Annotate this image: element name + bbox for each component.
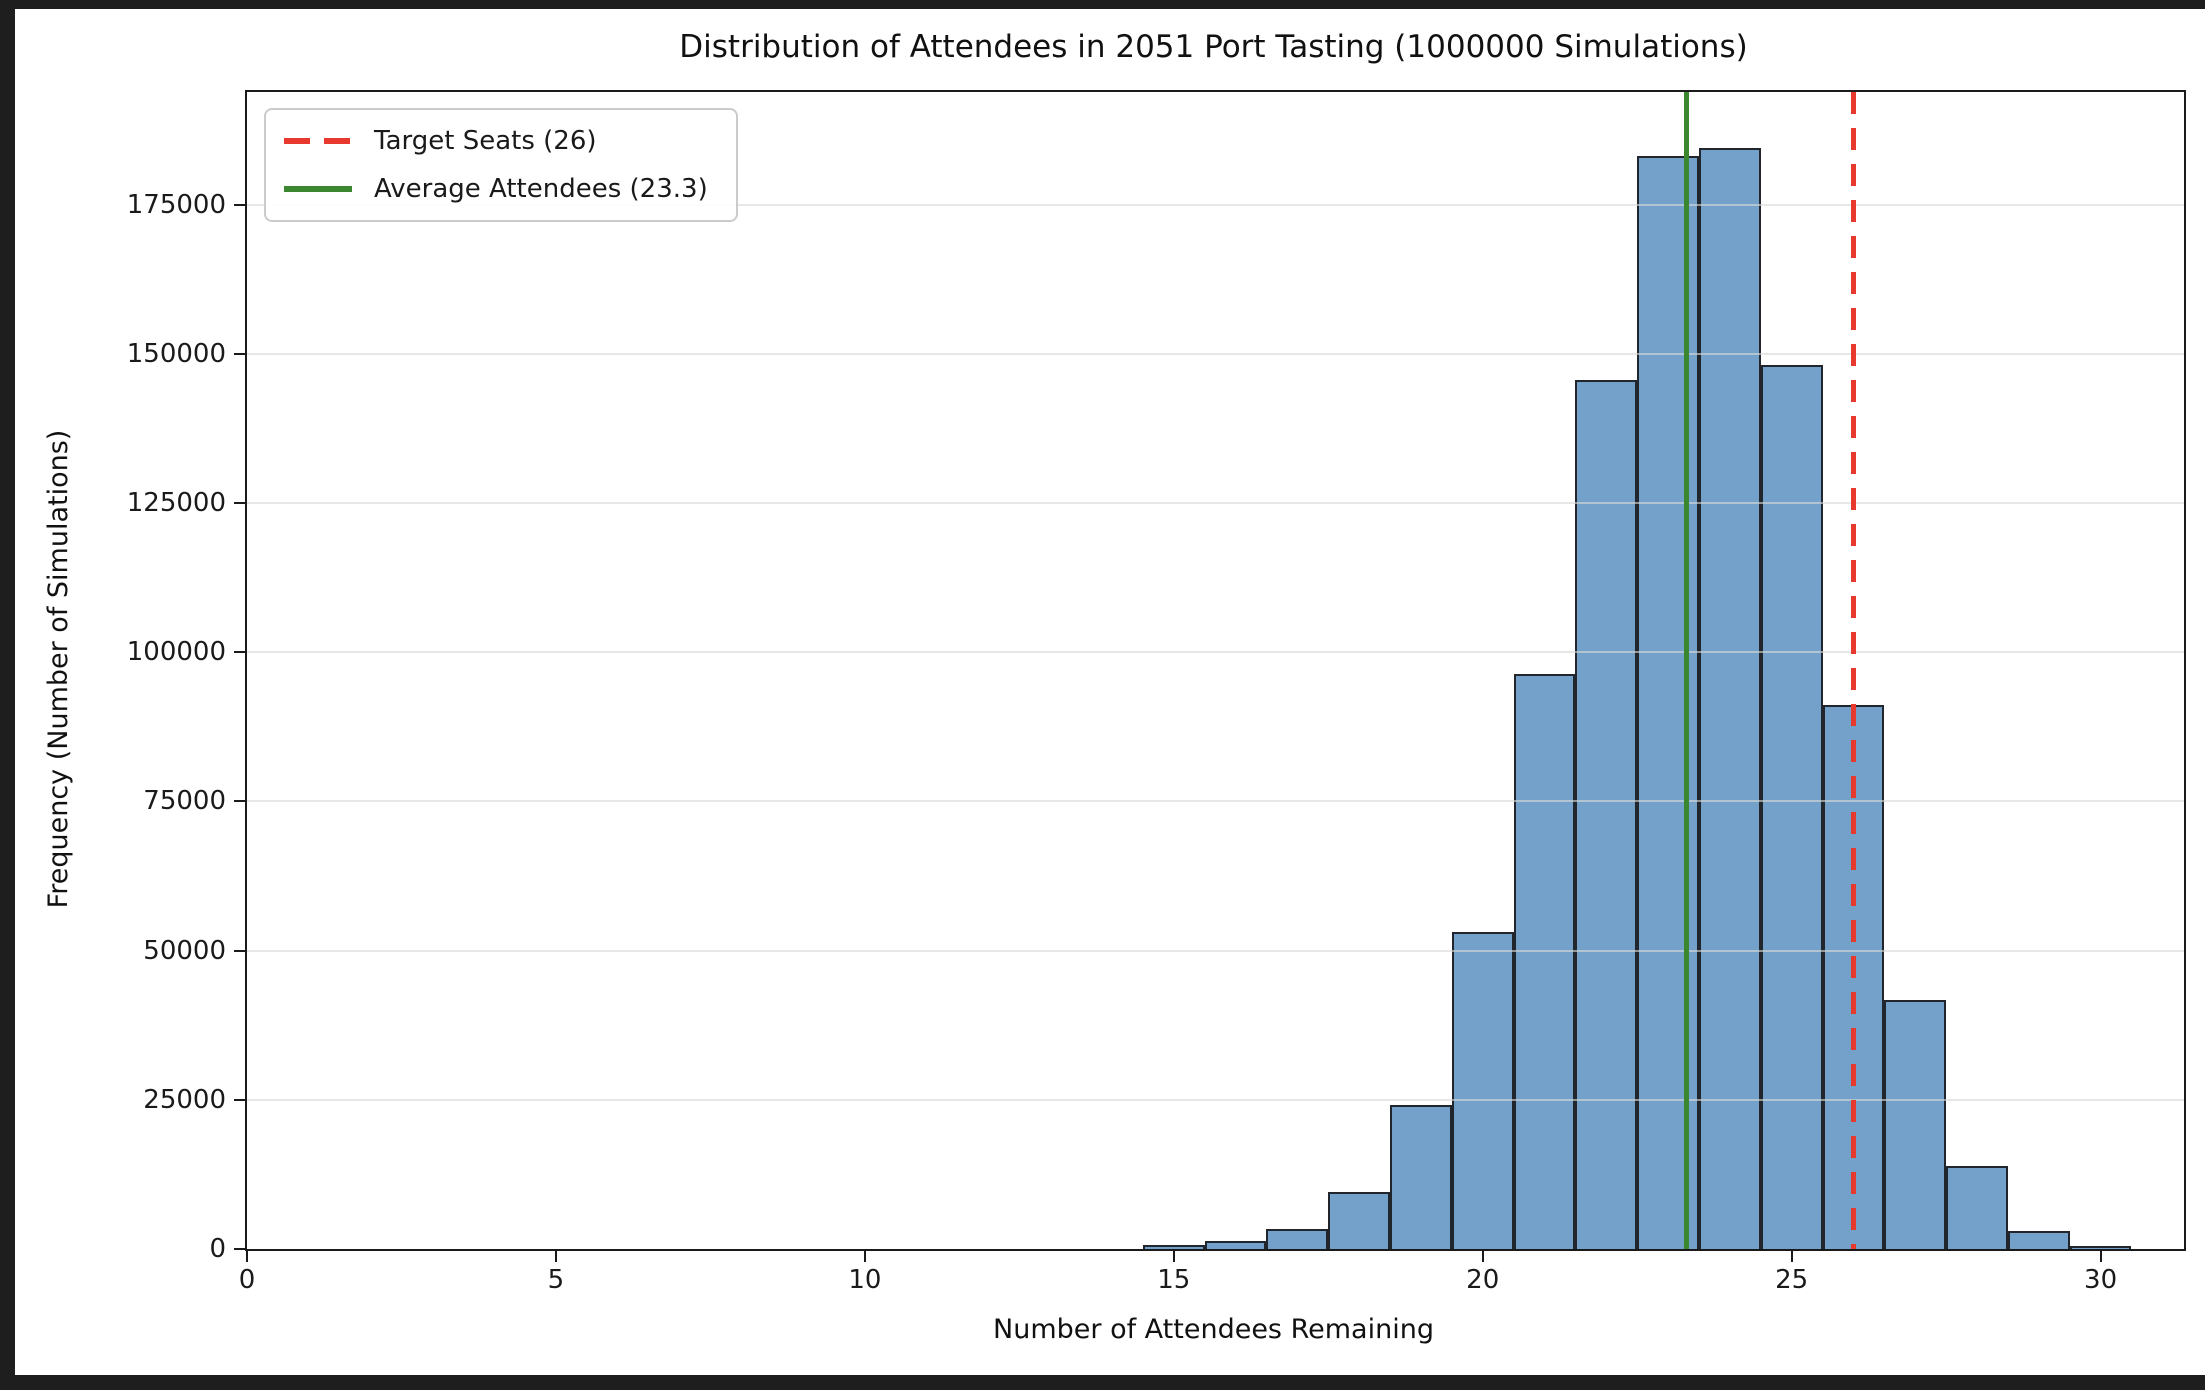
gridline-y-125000: [247, 502, 2184, 505]
y-tick-mark-150000: [234, 352, 245, 355]
x-tick-mark-20: [1481, 1251, 1484, 1262]
y-tick-label-100000: 100000: [126, 637, 226, 668]
legend-item-average-attendees: Average Attendees (23.3): [284, 174, 708, 204]
x-axis-label: Number of Attendees Remaining: [993, 1314, 1434, 1345]
x-tick-mark-25: [1790, 1251, 1793, 1262]
y-tick-label-125000: 125000: [126, 488, 226, 519]
x-tick-mark-5: [554, 1251, 557, 1262]
legend-item-target-seats: Target Seats (26): [284, 126, 708, 156]
x-tick-label-25: 25: [1775, 1265, 1809, 1295]
legend-label-average-attendees: Average Attendees (23.3): [374, 174, 708, 204]
histogram-bar-24: [1698, 148, 1761, 1249]
histogram-bar-30: [2069, 1246, 2132, 1249]
x-tick-mark-15: [1172, 1251, 1175, 1262]
green-solid-line-swatch: [284, 186, 352, 192]
y-tick-mark-75000: [234, 800, 245, 803]
x-tick-label-20: 20: [1466, 1265, 1500, 1295]
histogram-bar-15: [1142, 1245, 1205, 1249]
gridline-y-100000: [247, 651, 2184, 654]
figure-canvas: Distribution of Attendees in 2051 Port T…: [15, 9, 2205, 1375]
gridline-y-175000: [247, 203, 2184, 206]
average-attendees-line: [1684, 92, 1690, 1249]
histogram-bar-25: [1760, 364, 1823, 1249]
histogram-bar-21: [1513, 674, 1576, 1249]
y-tick-mark-25000: [234, 1098, 245, 1101]
histogram-bar-29: [2007, 1230, 2070, 1249]
x-tick-mark-10: [863, 1251, 866, 1262]
red-dashed-line-swatch: [284, 138, 352, 144]
x-tick-label-30: 30: [2084, 1265, 2118, 1295]
chart-title: Distribution of Attendees in 2051 Port T…: [679, 29, 1748, 65]
histogram-bar-17: [1266, 1228, 1329, 1249]
x-tick-label-10: 10: [848, 1265, 882, 1295]
histogram-bar-27: [1884, 999, 1947, 1249]
y-tick-mark-100000: [234, 651, 245, 654]
x-tick-label-15: 15: [1157, 1265, 1191, 1295]
legend-label-target-seats: Target Seats (26): [374, 126, 597, 156]
y-tick-mark-50000: [234, 949, 245, 952]
y-tick-label-175000: 175000: [126, 189, 226, 220]
y-tick-mark-125000: [234, 502, 245, 505]
histogram-bar-18: [1328, 1191, 1391, 1249]
y-tick-label-25000: 25000: [143, 1084, 226, 1115]
y-tick-label-0: 0: [209, 1234, 226, 1264]
plot-area: Target Seats (26) Average Attendees (23.…: [245, 90, 2186, 1251]
legend-box: Target Seats (26) Average Attendees (23.…: [264, 108, 738, 222]
x-tick-mark-0: [246, 1251, 248, 1262]
gridline-y-75000: [247, 800, 2184, 803]
target-seats-line: [1850, 92, 1856, 1249]
histogram-bar-16: [1204, 1241, 1267, 1249]
histogram-bar-28: [1946, 1166, 2008, 1249]
x-tick-label-5: 5: [547, 1265, 565, 1295]
gridline-y-150000: [247, 352, 2184, 355]
y-tick-label-75000: 75000: [143, 786, 226, 817]
gridline-y-50000: [247, 949, 2184, 952]
y-tick-mark-0: [234, 1248, 245, 1250]
histogram-bar-23: [1637, 155, 1699, 1249]
histogram-bar-20: [1451, 931, 1514, 1249]
y-tick-mark-175000: [234, 203, 245, 206]
histogram-bar-22: [1575, 380, 1638, 1249]
gridline-y-25000: [247, 1098, 2184, 1101]
x-tick-mark-30: [2099, 1251, 2102, 1262]
y-tick-label-50000: 50000: [143, 935, 226, 966]
y-tick-label-150000: 150000: [126, 338, 226, 369]
histogram-bar-19: [1390, 1105, 1452, 1249]
x-tick-label-0: 0: [238, 1265, 256, 1295]
